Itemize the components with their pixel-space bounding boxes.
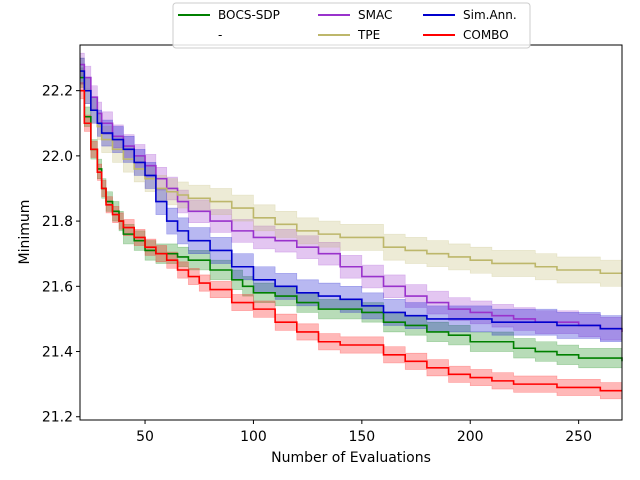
x-tick-label: 250 <box>565 429 592 445</box>
series-line-bocs-sdp <box>80 76 623 362</box>
x-axis-label: Number of Evaluations <box>271 450 431 466</box>
legend-label-smac: SMAC <box>358 8 392 22</box>
band-bocs-sdp <box>79 67 623 372</box>
x-tick-label: 150 <box>348 429 375 445</box>
x-tick-label: 100 <box>240 429 267 445</box>
legend-label-tpe: TPE <box>357 28 380 42</box>
y-tick-label: 22.0 <box>42 149 73 165</box>
legend-label-sim-ann: Sim.Ann. <box>463 8 517 22</box>
y-axis-ticks: 21.2 21.4 21.6 21.8 22.0 22.2 <box>42 84 80 426</box>
y-tick-label: 21.6 <box>42 279 73 295</box>
series-line-smac <box>80 63 623 332</box>
legend: BOCS-SDP - SMAC TPE Sim.Ann. COMBO <box>172 2 531 49</box>
y-axis-label: Minimum <box>17 200 33 265</box>
series-line-sim-ann <box>80 70 622 330</box>
y-tick-label: 21.2 <box>42 410 73 426</box>
series-lines <box>80 63 623 392</box>
series-line-tpe <box>80 70 622 275</box>
legend-label-combo: COMBO <box>463 28 509 42</box>
legend-label-bocs-sdp: BOCS-SDP <box>218 8 280 22</box>
confidence-bands <box>79 52 623 400</box>
series-line-combo <box>80 89 622 392</box>
legend-label-blank: - <box>218 28 222 42</box>
x-axis-ticks: 50 100 150 200 250 <box>136 420 592 445</box>
y-tick-label: 21.4 <box>42 345 73 361</box>
x-tick-label: 50 <box>136 429 154 445</box>
x-tick-label: 200 <box>457 429 484 445</box>
y-tick-label: 22.2 <box>42 84 73 100</box>
y-tick-label: 21.8 <box>42 214 73 230</box>
